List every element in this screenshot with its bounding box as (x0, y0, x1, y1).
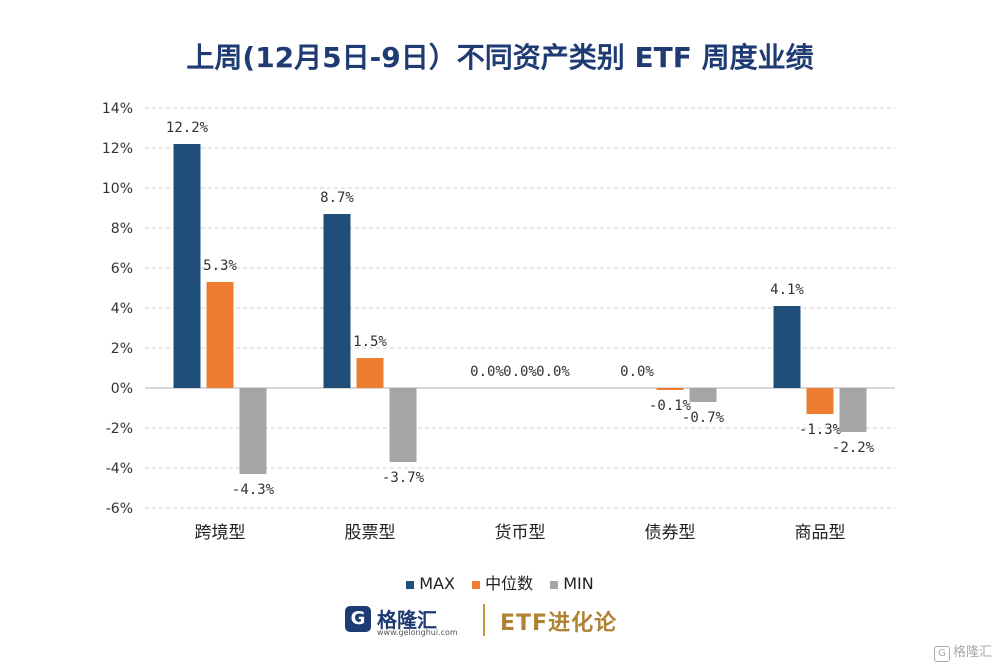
y-tick-label: -6% (106, 501, 133, 517)
bar-min-4 (839, 388, 867, 432)
y-tick-label: 8% (111, 221, 133, 237)
legend-item-min: MIN (550, 574, 594, 593)
data-label: -4.3% (232, 482, 275, 498)
watermark: G 格隆汇 (933, 641, 992, 662)
y-tick-label: 4% (111, 301, 133, 317)
y-tick-label: 10% (102, 181, 133, 197)
watermark-text: 格隆汇 (952, 645, 992, 660)
gelonghui-logo-icon: G (345, 606, 371, 632)
bar-min-1 (389, 388, 417, 462)
x-tick-label: 货币型 (495, 523, 546, 543)
legend-label-max: MAX (419, 574, 455, 593)
data-label: 0.0% (503, 364, 537, 380)
legend-item-max: MAX (406, 574, 455, 593)
data-label: -0.1% (649, 398, 692, 414)
data-label: -1.3% (799, 422, 842, 438)
data-label: 1.5% (353, 334, 387, 350)
data-label: -0.7% (682, 410, 725, 426)
data-label: 0.0% (470, 364, 504, 380)
y-tick-label: 14% (102, 101, 133, 117)
watermark-icon: G (933, 646, 950, 662)
y-tick-label: -4% (106, 461, 133, 477)
data-label: 0.0% (620, 364, 654, 380)
data-label: 0.0% (536, 364, 570, 380)
bar-中位数-1 (356, 358, 384, 388)
bar-max-4 (773, 306, 801, 388)
x-tick-label: 商品型 (795, 523, 846, 543)
bar-min-3 (689, 388, 717, 402)
bar-max-0 (173, 144, 201, 388)
y-tick-label: 12% (102, 141, 133, 157)
x-tick-label: 跨境型 (195, 523, 246, 543)
legend-swatch-max (406, 580, 415, 589)
legend: MAX 中位数 MIN (0, 570, 1000, 594)
legend-swatch-median (472, 580, 481, 589)
legend-item-median: 中位数 (472, 570, 533, 594)
footer: G 格隆汇 www.gelonghui.com ETF进化论 (0, 602, 1000, 642)
y-tick-label: 0% (111, 381, 133, 397)
legend-swatch-min (550, 580, 559, 589)
data-label: 12.2% (166, 120, 209, 136)
data-label: -3.7% (382, 470, 425, 486)
brand-name: ETF进化论 (500, 611, 618, 636)
legend-label-min: MIN (563, 574, 594, 593)
data-label: -2.2% (832, 440, 875, 456)
y-tick-label: 2% (111, 341, 133, 357)
bar-中位数-3 (656, 388, 684, 390)
logo-url: www.gelonghui.com (377, 628, 458, 637)
data-label: 8.7% (320, 190, 354, 206)
x-tick-label: 股票型 (345, 523, 396, 543)
bar-max-1 (323, 214, 351, 388)
data-label: 5.3% (203, 258, 237, 274)
bar-中位数-0 (206, 282, 234, 388)
x-tick-label: 债券型 (645, 523, 696, 543)
y-tick-label: 6% (111, 261, 133, 277)
bar-min-0 (239, 388, 267, 474)
logo-name: 格隆汇 (377, 608, 437, 632)
bar-中位数-4 (806, 388, 834, 414)
legend-label-median: 中位数 (485, 574, 534, 593)
bar-chart: 14% 12% 10% 8% 6% 4% 2% 0% -2% -4% -6% 12.2% 5.3% -4.… (102, 101, 895, 543)
data-label: 4.1% (770, 282, 804, 298)
chart-title: 上周(12月5日-9日）不同资产类别 ETF 周度业绩 (186, 41, 814, 74)
footer-divider (483, 604, 485, 636)
y-tick-label: -2% (106, 421, 133, 437)
